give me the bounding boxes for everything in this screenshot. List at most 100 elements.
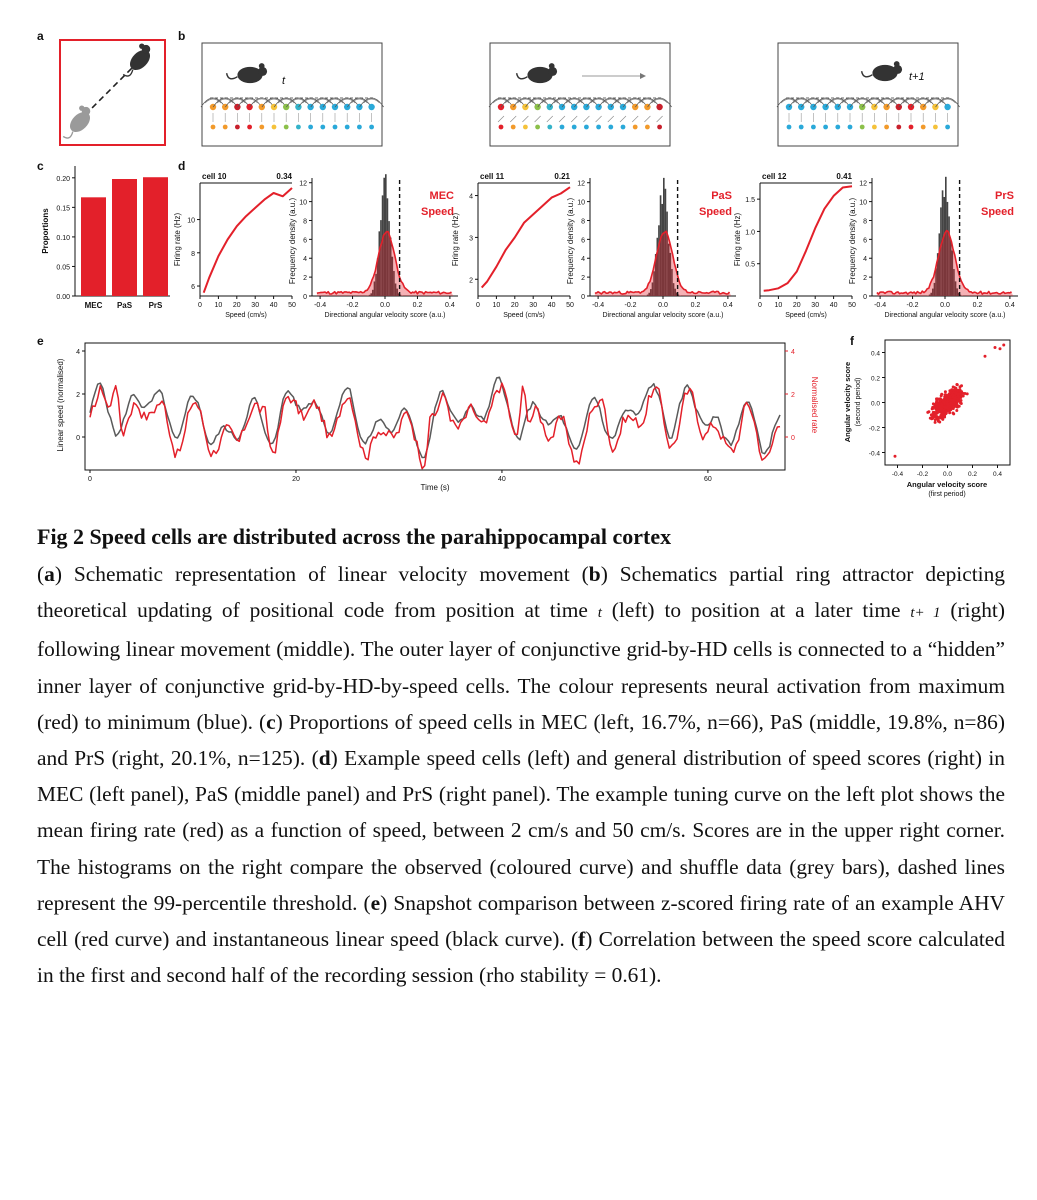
hist-ytick-label: 0 <box>863 294 867 301</box>
speed-xtick-label: 40 <box>548 302 556 309</box>
panel-f-ytick-label: 0.4 <box>871 351 880 358</box>
panel-b-middle-ring-conn-arrow <box>546 115 554 123</box>
panel-b-left-ring-inner-node <box>259 124 265 130</box>
panel-b-middle-ring-inner-node <box>608 124 614 130</box>
shuffle-bar <box>932 288 934 296</box>
panel-b-right-ring-arc-inner <box>914 98 932 104</box>
speed-xlabel: Speed (cm/s) <box>503 312 545 319</box>
scatter-point <box>930 407 934 411</box>
shuffle-bar <box>674 288 676 296</box>
shuffle-bar <box>675 292 678 296</box>
panel-b-right-ring-arc-inner <box>853 98 871 104</box>
hist-ytick-label: 12 <box>577 181 585 188</box>
mouse-moving-icon-head <box>548 66 558 76</box>
caption-text: (right) following linear movement (middl… <box>37 598 1005 734</box>
scatter-point <box>955 399 959 403</box>
panel-b-middle-ring-inner-node <box>596 124 601 130</box>
panel-b-middle-ring-arc <box>525 97 550 108</box>
panel-a-arena <box>59 39 166 146</box>
shuffle-bar <box>393 271 395 296</box>
shuffle-bar <box>930 292 933 296</box>
panel-b-middle-ring-arc-inner <box>553 98 571 104</box>
caption-text: ) Correlation between the speed score ca… <box>37 927 1005 988</box>
hist-ytick-label: 8 <box>303 218 307 225</box>
scatter-point <box>935 397 938 401</box>
speed-xlabel: Speed (cm/s) <box>785 312 827 319</box>
shuffle-bar <box>664 188 667 296</box>
hist-xlabel: Directional angular velocity score (a.u.… <box>603 312 724 319</box>
scatter-point <box>944 409 948 413</box>
shuffle-bar <box>645 295 647 296</box>
panel-b-left-ring-arc-inner <box>277 98 295 104</box>
panel-f-xtick-label: 0.2 <box>968 471 977 478</box>
hist-xtick-label: 0.4 <box>723 302 733 309</box>
observed-curve <box>594 230 731 295</box>
panel-b-right-ring-inner-node <box>835 124 841 130</box>
panel-c-category-label: PaS <box>117 301 133 310</box>
speed-xtick-label: 20 <box>793 302 801 309</box>
scatter-point <box>933 420 937 424</box>
panel-label-e: e <box>37 334 44 348</box>
hist-xtick-label: -0.4 <box>874 302 886 309</box>
shuffle-bar <box>388 221 390 296</box>
scatter-point <box>935 417 939 421</box>
rate-ylabel: Firing rate (Hz) <box>733 212 742 266</box>
region-speed-label: Speed <box>699 206 732 218</box>
scatter-point <box>955 404 959 408</box>
hist-xtick-label: -0.2 <box>907 302 919 309</box>
mouse-start-icon-ear <box>79 105 85 111</box>
panel-b-middle-ring-arc-inner <box>529 98 546 104</box>
tuning-curve <box>202 187 293 294</box>
panel-b-left-ring-inner-node <box>296 124 301 130</box>
hist-ytick-label: 2 <box>581 275 585 282</box>
panel-b-left-ring-arc-inner <box>204 98 222 104</box>
panel-b-middle-ring-arc-inner <box>565 98 583 104</box>
shuffle-bar <box>648 292 651 296</box>
rate-ylabel: Firing rate (Hz) <box>451 212 460 266</box>
scatter-point <box>955 383 959 386</box>
scatter-point <box>998 347 1002 351</box>
hist-ytick-label: 6 <box>863 237 867 244</box>
shuffle-bar <box>941 190 944 296</box>
shuffle-bar <box>666 211 668 296</box>
shuffle-bar <box>667 243 670 296</box>
panel-b-left-ring-arc <box>347 97 372 108</box>
panel-b-middle-ring-arc <box>635 97 660 108</box>
scatter-point <box>893 454 897 458</box>
panel-label-f: f <box>850 334 855 348</box>
panel-b-left-ring-arc-inner <box>290 98 307 104</box>
shuffle-bar <box>658 225 660 296</box>
panel-b-right-ring-inner-node <box>896 124 902 130</box>
rate-ytick-label: 6 <box>191 284 195 291</box>
shuffle-bar <box>373 281 376 296</box>
shuffle-bar <box>646 294 649 296</box>
shuffle-bar <box>368 294 371 296</box>
panel-b-left-ring-arc-inner <box>363 98 380 104</box>
panel-e-ytick-left-label: 2 <box>76 392 80 399</box>
shuffle-bar <box>396 288 398 296</box>
shuffle-bar <box>370 293 373 296</box>
panel-b-left-ring-arc-inner <box>253 98 271 104</box>
scatter-point <box>939 394 943 398</box>
panel-b-right-ring-arc <box>813 97 838 108</box>
scatter-point <box>933 413 937 417</box>
speed-xtick-label: 0 <box>476 302 480 309</box>
figure-layer: a bc de ft t+10.000.050.100.150.20Proportion… <box>37 29 1018 498</box>
mouse-time-t1-icon-ear <box>893 61 900 67</box>
shuffle-bar <box>956 288 958 296</box>
caption-time-symbol: t <box>597 605 602 622</box>
hist-xtick-label: -0.4 <box>314 302 326 309</box>
speed-xtick-label: 40 <box>830 302 838 309</box>
panel-b-left-ring-arc <box>286 97 311 108</box>
mouse-start-icon-tail <box>62 131 74 139</box>
panel-b-right-ring-arc-inner <box>927 98 944 104</box>
panel-b-middle-ring-arc <box>574 97 599 108</box>
scatter-point <box>931 416 935 420</box>
shuffle-bar <box>381 195 384 296</box>
panel-label-a: a <box>37 29 44 43</box>
panel-b-right-ring-frame <box>777 42 959 147</box>
panel-b-left-ring-inner-node <box>222 124 228 130</box>
hist-xtick-label: -0.2 <box>625 302 637 309</box>
panel-b-middle-ring-arc-inner <box>590 98 607 104</box>
caption-text: (left) to position at a later time <box>601 598 911 623</box>
